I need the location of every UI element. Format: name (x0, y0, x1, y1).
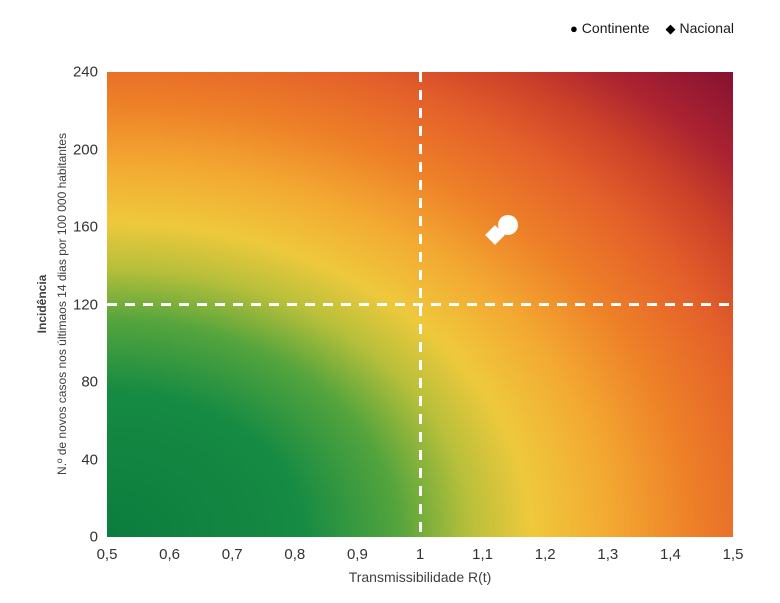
x-tick-label: 0,8 (284, 546, 306, 563)
y-tick-label: 120 (72, 296, 98, 313)
legend-label-continente: Continente (581, 20, 650, 36)
y-axis-subtitle: N.º de novos casos nos últimaos 14 dias … (55, 133, 69, 475)
x-tick-label: 1,5 (722, 546, 744, 563)
marker-continente (497, 215, 518, 236)
circle-marker-icon: ● (569, 20, 578, 36)
x-tick-label: 0,6 (159, 546, 181, 563)
y-tick-label: 40 (81, 451, 98, 468)
legend-item-continente: ● Continente (570, 20, 650, 36)
y-axis-title: Incidência (35, 274, 49, 334)
x-tick-label: 1,4 (659, 546, 681, 563)
x-tick-label: 0,5 (96, 546, 118, 563)
x-axis-title: Transmissibilidade R(t) (348, 569, 492, 585)
legend: ● Continente ◆ Nacional (570, 20, 734, 36)
y-tick-label: 200 (72, 141, 98, 158)
x-tick-label: 1,1 (472, 546, 494, 563)
x-tick-label: 0,7 (221, 546, 243, 563)
diamond-marker-icon: ◆ (665, 20, 676, 36)
y-tick-label: 0 (89, 528, 98, 546)
legend-label-nacional: Nacional (679, 20, 734, 36)
y-tick-label: 240 (72, 63, 98, 81)
reference-line-horizontal (107, 303, 733, 306)
x-tick-label: 0,9 (346, 546, 368, 563)
x-tick-label: 1,2 (534, 546, 556, 563)
y-tick-label: 160 (72, 218, 98, 236)
x-tick-label: 1,3 (597, 546, 619, 563)
y-tick-label: 80 (81, 373, 98, 391)
x-tick-label: 1 (415, 546, 425, 563)
legend-item-nacional: ◆ Nacional (666, 20, 734, 36)
